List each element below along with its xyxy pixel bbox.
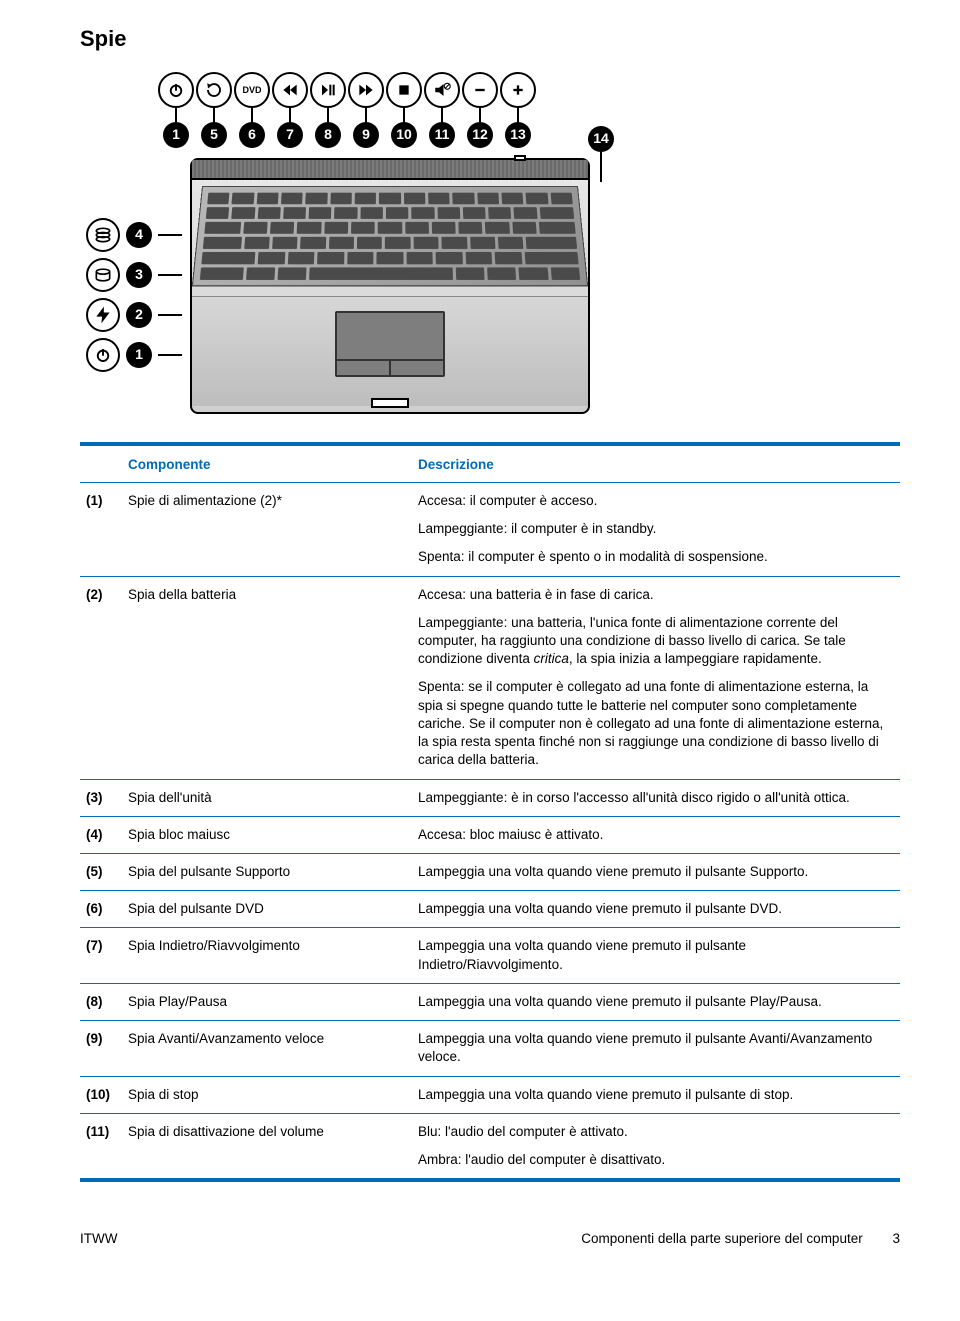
callout-12: 12 bbox=[462, 106, 498, 148]
row-component: Spia di disattivazione del volume bbox=[122, 1113, 412, 1178]
table-row: (4)Spia bloc maiuscAccesa: bloc maiusc è… bbox=[80, 816, 900, 853]
row-component: Spia del pulsante DVD bbox=[122, 891, 412, 928]
header-descrizione: Descrizione bbox=[412, 446, 900, 483]
callout-13: 13 bbox=[500, 106, 536, 148]
row-component: Spia del pulsante Supporto bbox=[122, 853, 412, 890]
play-pause-icon bbox=[310, 72, 346, 108]
callout-6: 6 bbox=[234, 106, 270, 148]
table-row: (3)Spia dell'unitàLampeggiante: è in cor… bbox=[80, 779, 900, 816]
row-description: Lampeggia una volta quando viene premuto… bbox=[412, 928, 900, 983]
side-callouts: 4 3 2 1 bbox=[86, 218, 182, 372]
header-componente: Componente bbox=[122, 446, 412, 483]
table-row: (10)Spia di stopLampeggia una volta quan… bbox=[80, 1076, 900, 1113]
side-icon-3 bbox=[86, 258, 120, 292]
row-number: (10) bbox=[80, 1076, 122, 1113]
row-number: (9) bbox=[80, 1021, 122, 1076]
row-number: (2) bbox=[80, 576, 122, 779]
callout-1: 1 bbox=[158, 106, 194, 148]
table-row: (9)Spia Avanti/Avanzamento veloceLampegg… bbox=[80, 1021, 900, 1076]
callout-10: 10 bbox=[386, 106, 422, 148]
row-number: (3) bbox=[80, 779, 122, 816]
row-number: (7) bbox=[80, 928, 122, 983]
footer-left: ITWW bbox=[80, 1230, 117, 1248]
row-description: Blu: l'audio del computer è attivato.Amb… bbox=[412, 1113, 900, 1178]
side-icon-4 bbox=[86, 218, 120, 252]
table-row: (5)Spia del pulsante SupportoLampeggia u… bbox=[80, 853, 900, 890]
row-number: (11) bbox=[80, 1113, 122, 1178]
callout-7: 7 bbox=[272, 106, 308, 148]
row-description: Accesa: una batteria è in fase di carica… bbox=[412, 576, 900, 779]
callout-8: 8 bbox=[310, 106, 346, 148]
row-description: Lampeggiante: è in corso l'accesso all'u… bbox=[412, 779, 900, 816]
keyboard bbox=[192, 186, 588, 286]
plus-icon bbox=[500, 72, 536, 108]
side-icon-1 bbox=[86, 338, 120, 372]
table-row: (2)Spia della batteriaAccesa: una batter… bbox=[80, 576, 900, 779]
row-description: Accesa: bloc maiusc è attivato. bbox=[412, 816, 900, 853]
row-component: Spia di stop bbox=[122, 1076, 412, 1113]
row-description: Lampeggia una volta quando viene premuto… bbox=[412, 1021, 900, 1076]
refresh-icon bbox=[196, 72, 232, 108]
footer-right-text: Componenti della parte superiore del com… bbox=[581, 1231, 862, 1246]
table-row: (11)Spia di disattivazione del volumeBlu… bbox=[80, 1113, 900, 1178]
page-footer: ITWW Componenti della parte superiore de… bbox=[80, 1230, 900, 1248]
row-number: (6) bbox=[80, 891, 122, 928]
laptop-diagram: DVD 15678910111213 4321 14 bbox=[86, 72, 900, 414]
next-icon bbox=[348, 72, 384, 108]
row-number: (4) bbox=[80, 816, 122, 853]
callout-leaders-top: 15678910111213 bbox=[158, 106, 900, 148]
row-component: Spie di alimentazione (2)* bbox=[122, 482, 412, 576]
dvd-icon: DVD bbox=[234, 72, 270, 108]
palmrest bbox=[192, 296, 588, 406]
callout-5: 5 bbox=[196, 106, 232, 148]
row-component: Spia Indietro/Riavvolgimento bbox=[122, 928, 412, 983]
mute-icon bbox=[424, 72, 460, 108]
callout-11: 11 bbox=[424, 106, 460, 148]
side-icon-2 bbox=[86, 298, 120, 332]
row-component: Spia Play/Pausa bbox=[122, 983, 412, 1020]
side-callout-3: 3 bbox=[86, 258, 182, 292]
callout-9: 9 bbox=[348, 106, 384, 148]
footer-page-number: 3 bbox=[892, 1231, 900, 1246]
callout-14: 14 bbox=[588, 126, 614, 182]
media-buttons-row: DVD bbox=[158, 72, 900, 108]
row-description: Lampeggia una volta quando viene premuto… bbox=[412, 1076, 900, 1113]
section-title: Spie bbox=[80, 24, 900, 54]
table-row: (8)Spia Play/PausaLampeggia una volta qu… bbox=[80, 983, 900, 1020]
table-row: (1)Spie di alimentazione (2)*Accesa: il … bbox=[80, 482, 900, 576]
laptop-illustration: 14 bbox=[190, 158, 590, 414]
row-description: Accesa: il computer è acceso.Lampeggiant… bbox=[412, 482, 900, 576]
stop-icon bbox=[386, 72, 422, 108]
power-icon bbox=[158, 72, 194, 108]
prev-icon bbox=[272, 72, 308, 108]
touchpad bbox=[335, 311, 445, 377]
side-callout-1: 1 bbox=[86, 338, 182, 372]
row-component: Spia Avanti/Avanzamento veloce bbox=[122, 1021, 412, 1076]
row-component: Spia della batteria bbox=[122, 576, 412, 779]
side-callout-2: 2 bbox=[86, 298, 182, 332]
row-description: Lampeggia una volta quando viene premuto… bbox=[412, 853, 900, 890]
row-number: (8) bbox=[80, 983, 122, 1020]
minus-icon bbox=[462, 72, 498, 108]
components-table: Componente Descrizione (1)Spie di alimen… bbox=[80, 446, 900, 1178]
row-description: Lampeggia una volta quando viene premuto… bbox=[412, 891, 900, 928]
row-number: (5) bbox=[80, 853, 122, 890]
table-row: (7)Spia Indietro/RiavvolgimentoLampeggia… bbox=[80, 928, 900, 983]
row-number: (1) bbox=[80, 482, 122, 576]
row-component: Spia bloc maiusc bbox=[122, 816, 412, 853]
row-description: Lampeggia una volta quando viene premuto… bbox=[412, 983, 900, 1020]
row-component: Spia dell'unità bbox=[122, 779, 412, 816]
table-row: (6)Spia del pulsante DVDLampeggia una vo… bbox=[80, 891, 900, 928]
side-callout-4: 4 bbox=[86, 218, 182, 252]
components-table-wrap: Componente Descrizione (1)Spie di alimen… bbox=[80, 442, 900, 1182]
